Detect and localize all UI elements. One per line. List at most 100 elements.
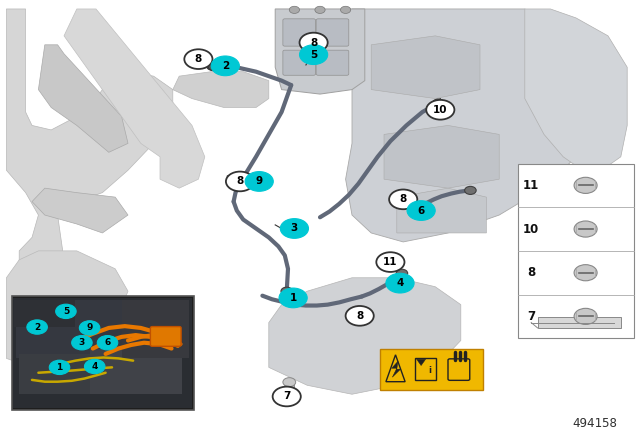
Text: 4: 4 [396, 278, 404, 288]
Text: 9: 9 [255, 177, 263, 186]
Circle shape [200, 57, 207, 63]
Text: 2: 2 [221, 61, 229, 71]
Text: 8: 8 [195, 54, 202, 64]
Polygon shape [6, 251, 128, 367]
Polygon shape [384, 125, 499, 188]
Circle shape [72, 336, 92, 350]
Circle shape [386, 273, 414, 293]
Text: 6: 6 [104, 338, 111, 347]
Text: 8: 8 [310, 38, 317, 47]
Polygon shape [38, 45, 128, 152]
Text: 494158: 494158 [573, 417, 618, 430]
Polygon shape [371, 36, 480, 99]
Circle shape [376, 252, 404, 272]
Text: 8: 8 [527, 266, 535, 279]
Circle shape [574, 177, 597, 194]
Circle shape [84, 359, 105, 374]
Polygon shape [285, 383, 294, 398]
FancyBboxPatch shape [448, 359, 470, 380]
Circle shape [426, 100, 454, 120]
Circle shape [279, 288, 307, 308]
Text: 1: 1 [56, 363, 63, 372]
FancyBboxPatch shape [283, 19, 316, 46]
FancyBboxPatch shape [150, 327, 181, 346]
FancyBboxPatch shape [16, 300, 131, 358]
Circle shape [211, 56, 239, 76]
Text: i: i [428, 366, 431, 375]
Circle shape [79, 321, 100, 335]
Circle shape [465, 186, 476, 194]
Polygon shape [275, 9, 365, 94]
Polygon shape [6, 9, 173, 278]
Polygon shape [173, 72, 269, 108]
Text: 1: 1 [289, 293, 297, 303]
FancyBboxPatch shape [13, 298, 192, 408]
Circle shape [289, 6, 300, 13]
FancyBboxPatch shape [380, 349, 483, 390]
Circle shape [49, 360, 70, 375]
Polygon shape [227, 175, 244, 184]
Text: 10: 10 [433, 105, 447, 115]
Circle shape [208, 62, 221, 71]
Text: 7: 7 [283, 392, 291, 401]
Circle shape [184, 49, 212, 69]
Circle shape [27, 320, 47, 334]
Circle shape [407, 201, 435, 220]
FancyBboxPatch shape [90, 349, 182, 394]
Circle shape [396, 269, 408, 277]
Text: 8: 8 [356, 311, 364, 321]
Circle shape [281, 287, 292, 295]
Circle shape [340, 6, 351, 13]
Circle shape [226, 172, 254, 191]
Circle shape [97, 336, 118, 350]
Polygon shape [346, 9, 595, 242]
FancyBboxPatch shape [316, 19, 349, 46]
Text: 8: 8 [399, 194, 407, 204]
Circle shape [574, 221, 597, 237]
Text: 10: 10 [523, 223, 540, 236]
FancyBboxPatch shape [19, 354, 109, 394]
FancyBboxPatch shape [12, 296, 194, 410]
FancyBboxPatch shape [316, 50, 349, 75]
Text: 11: 11 [523, 179, 540, 192]
FancyBboxPatch shape [538, 317, 621, 328]
FancyBboxPatch shape [14, 300, 75, 327]
FancyBboxPatch shape [122, 300, 189, 358]
Circle shape [207, 62, 218, 70]
Circle shape [389, 190, 417, 209]
Circle shape [300, 45, 328, 65]
Polygon shape [64, 9, 205, 188]
Circle shape [346, 306, 374, 326]
Circle shape [280, 219, 308, 238]
Circle shape [315, 6, 325, 13]
Text: 2: 2 [34, 323, 40, 332]
Text: 7: 7 [527, 310, 535, 323]
Polygon shape [386, 355, 405, 382]
Text: 8: 8 [236, 177, 244, 186]
Polygon shape [32, 188, 128, 233]
Circle shape [245, 172, 273, 191]
FancyBboxPatch shape [415, 358, 436, 380]
Circle shape [283, 378, 296, 387]
Text: 4: 4 [92, 362, 98, 371]
Text: 3: 3 [291, 224, 298, 233]
FancyBboxPatch shape [518, 164, 634, 338]
Text: 11: 11 [383, 257, 397, 267]
Text: 3: 3 [79, 338, 85, 347]
Polygon shape [397, 188, 486, 233]
Text: 6: 6 [417, 206, 425, 215]
Circle shape [574, 308, 597, 324]
Circle shape [574, 265, 597, 281]
Circle shape [56, 304, 76, 319]
Text: 5: 5 [310, 50, 317, 60]
Circle shape [273, 387, 301, 406]
Polygon shape [392, 361, 401, 377]
Polygon shape [417, 359, 426, 366]
Circle shape [433, 99, 444, 107]
FancyBboxPatch shape [283, 50, 316, 75]
Text: 5: 5 [63, 307, 69, 316]
Text: 9: 9 [86, 323, 93, 332]
Polygon shape [525, 9, 627, 170]
Circle shape [300, 33, 328, 52]
Polygon shape [269, 278, 461, 394]
